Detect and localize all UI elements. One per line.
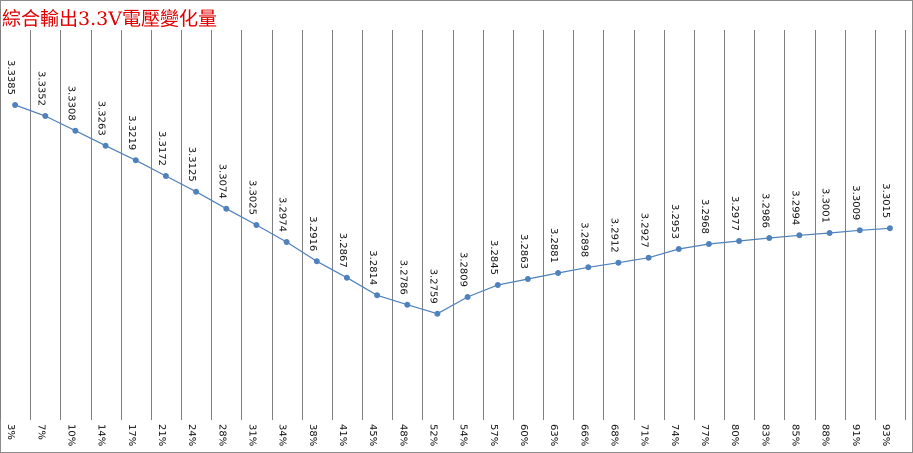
data-point bbox=[555, 270, 562, 276]
data-point bbox=[283, 239, 290, 245]
data-point bbox=[705, 241, 712, 247]
data-label: 3.3219 bbox=[126, 115, 137, 150]
data-point bbox=[223, 205, 230, 212]
x-tick-label: 7% bbox=[35, 424, 46, 440]
data-label: 3.2809 bbox=[458, 252, 469, 287]
x-tick-labels: 3% 7% 10% 14% 17% 21% 24% 28% 31% 34% 38% 41% 45% 48%… bbox=[5, 424, 891, 446]
data-point bbox=[856, 227, 863, 234]
x-tick-label: 28% bbox=[216, 424, 227, 446]
data-point bbox=[253, 222, 260, 228]
x-tick-label: 63% bbox=[548, 424, 559, 446]
data-label: 3.3009 bbox=[850, 185, 861, 220]
x-tick-label: 24% bbox=[186, 424, 197, 446]
x-tick-label: 80% bbox=[729, 424, 740, 446]
data-label: 3.3385 bbox=[5, 60, 16, 95]
data-label: 3.2953 bbox=[669, 204, 680, 239]
data-point bbox=[615, 259, 622, 266]
data-point bbox=[132, 157, 139, 164]
data-label: 3.2968 bbox=[699, 199, 710, 234]
data-point bbox=[12, 102, 19, 108]
data-point bbox=[464, 294, 471, 300]
x-tick-label: 66% bbox=[578, 424, 589, 446]
x-tick-label: 31% bbox=[246, 424, 257, 446]
data-points bbox=[12, 102, 893, 317]
x-tick-label: 52% bbox=[427, 424, 438, 446]
data-point bbox=[524, 276, 531, 282]
x-tick-label: 45% bbox=[367, 424, 378, 446]
x-tick-label: 3% bbox=[5, 424, 16, 440]
data-label: 3.3172 bbox=[156, 131, 167, 166]
data-label: 3.2986 bbox=[759, 193, 770, 228]
data-label: 3.3352 bbox=[35, 71, 46, 106]
x-tick-label: 21% bbox=[156, 424, 167, 446]
data-point bbox=[645, 254, 652, 261]
x-tick-label: 71% bbox=[639, 424, 650, 446]
data-point bbox=[313, 258, 320, 265]
data-point bbox=[343, 274, 350, 281]
x-tick-label: 38% bbox=[307, 424, 318, 446]
data-label: 3.3308 bbox=[65, 86, 76, 121]
data-label: 3.3001 bbox=[820, 188, 831, 223]
x-tick-label: 88% bbox=[820, 424, 831, 446]
x-tick-label: 57% bbox=[488, 424, 499, 446]
data-point bbox=[736, 238, 743, 244]
data-label: 3.3025 bbox=[246, 180, 257, 215]
chart-title: 綜合輸出3.3V電壓變化量 bbox=[2, 8, 217, 30]
x-tick-label: 77% bbox=[699, 424, 710, 446]
x-tick-label: 54% bbox=[458, 424, 469, 446]
data-point bbox=[102, 142, 109, 149]
data-label: 3.2786 bbox=[397, 260, 408, 295]
data-point bbox=[374, 292, 381, 299]
data-label: 3.2898 bbox=[578, 222, 589, 257]
x-tick-label: 91% bbox=[850, 424, 861, 446]
data-point bbox=[162, 173, 169, 179]
data-label: 3.2814 bbox=[367, 250, 378, 285]
vertical-gridlines bbox=[0, 30, 906, 420]
x-tick-label: 14% bbox=[96, 424, 107, 446]
x-tick-label: 60% bbox=[518, 424, 529, 446]
data-label: 3.2881 bbox=[548, 228, 559, 263]
series-line bbox=[14, 104, 890, 315]
data-labels: 3.3385 3.3352 3.3308 3.3263 3.3219 3.3172 3.31… bbox=[5, 60, 891, 304]
data-point bbox=[886, 225, 893, 232]
data-label: 3.2916 bbox=[307, 216, 318, 251]
data-label: 3.3015 bbox=[880, 183, 891, 218]
data-label: 3.2974 bbox=[277, 197, 288, 232]
data-point bbox=[193, 188, 200, 195]
x-tick-label: 74% bbox=[669, 424, 680, 446]
data-label: 3.3074 bbox=[216, 164, 227, 199]
x-tick-label: 93% bbox=[880, 424, 891, 446]
data-label: 3.2977 bbox=[729, 196, 740, 231]
data-point bbox=[72, 127, 79, 134]
x-tick-label: 85% bbox=[789, 424, 800, 446]
data-label: 3.2867 bbox=[337, 233, 348, 268]
data-point bbox=[434, 310, 441, 317]
data-label: 3.2863 bbox=[518, 234, 529, 269]
data-point bbox=[796, 232, 803, 239]
data-point bbox=[404, 301, 411, 308]
data-point bbox=[494, 282, 501, 288]
x-tick-label: 41% bbox=[337, 424, 348, 446]
data-label: 3.2845 bbox=[488, 240, 499, 275]
data-label: 3.2759 bbox=[427, 269, 438, 304]
x-tick-label: 17% bbox=[126, 424, 137, 446]
data-label: 3.2994 bbox=[789, 190, 800, 225]
data-point bbox=[675, 246, 682, 252]
x-tick-label: 10% bbox=[65, 424, 76, 446]
data-label: 3.2927 bbox=[639, 213, 650, 248]
data-label: 3.3125 bbox=[186, 147, 197, 182]
x-tick-label: 48% bbox=[397, 424, 408, 446]
data-point bbox=[766, 235, 773, 241]
x-tick-label: 34% bbox=[277, 424, 288, 446]
data-point bbox=[826, 230, 833, 236]
x-tick-label: 68% bbox=[608, 424, 619, 446]
data-point bbox=[42, 113, 49, 119]
x-tick-label: 83% bbox=[759, 424, 770, 446]
data-point bbox=[585, 264, 592, 271]
data-label: 3.2912 bbox=[608, 218, 619, 253]
data-label: 3.3263 bbox=[96, 101, 107, 136]
